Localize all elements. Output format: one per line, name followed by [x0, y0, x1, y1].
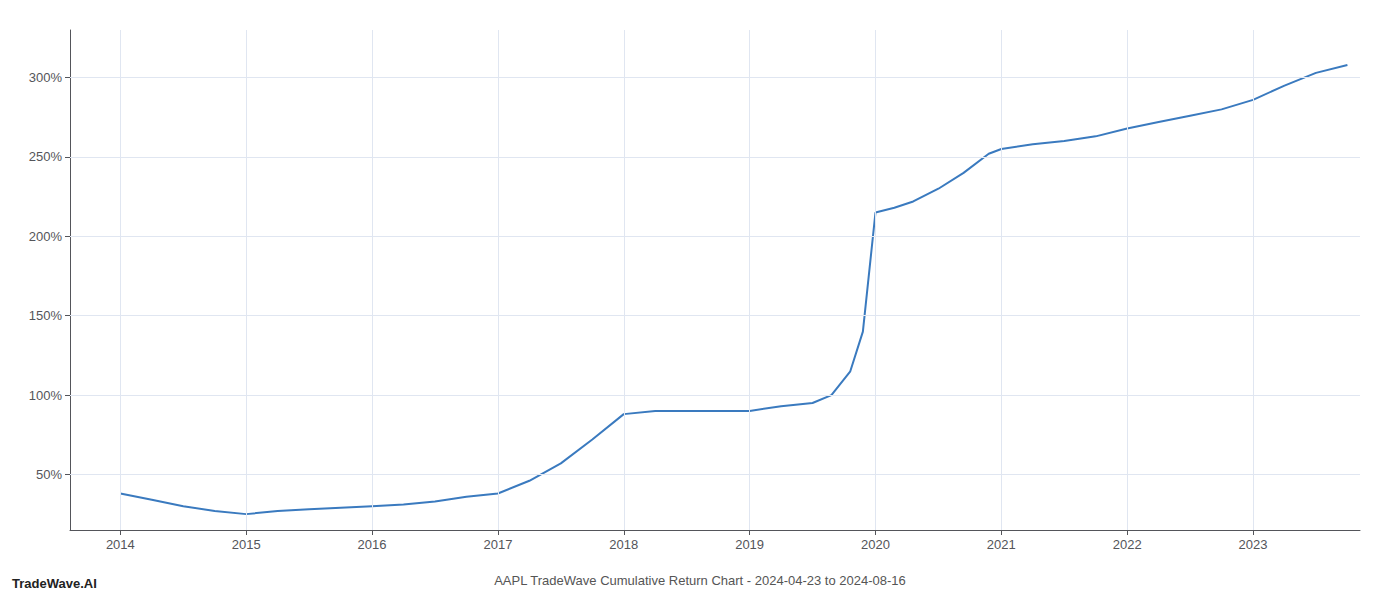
svg-text:2016: 2016	[358, 537, 387, 552]
svg-text:2019: 2019	[735, 537, 764, 552]
svg-text:AAPL TradeWave Cumulative Retu: AAPL TradeWave Cumulative Return Chart -…	[494, 573, 906, 588]
svg-text:250%: 250%	[29, 149, 63, 164]
svg-text:2022: 2022	[1113, 537, 1142, 552]
svg-text:200%: 200%	[29, 229, 63, 244]
svg-text:50%: 50%	[36, 467, 62, 482]
svg-text:100%: 100%	[29, 388, 63, 403]
svg-text:2023: 2023	[1239, 537, 1268, 552]
svg-text:2021: 2021	[987, 537, 1016, 552]
svg-text:2014: 2014	[106, 537, 135, 552]
svg-text:150%: 150%	[29, 308, 63, 323]
svg-text:2018: 2018	[609, 537, 638, 552]
svg-text:2015: 2015	[232, 537, 261, 552]
svg-text:2020: 2020	[861, 537, 890, 552]
svg-text:2017: 2017	[483, 537, 512, 552]
svg-text:300%: 300%	[29, 70, 63, 85]
svg-text:TradeWave.AI: TradeWave.AI	[12, 576, 97, 591]
